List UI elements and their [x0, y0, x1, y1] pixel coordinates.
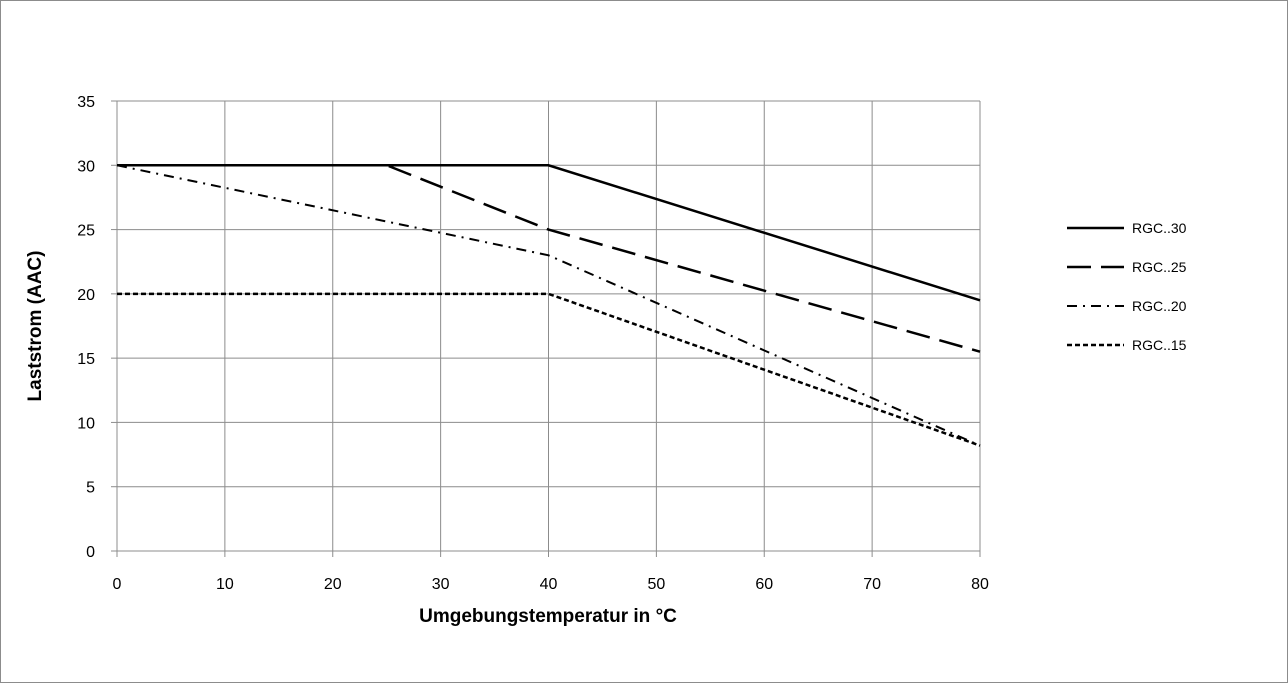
x-tick-label: 30 — [432, 576, 450, 593]
x-tick-label: 50 — [647, 576, 665, 593]
x-tick-label: 70 — [863, 576, 881, 593]
legend-label-2: RGC..25 — [1132, 259, 1187, 275]
y-tick-labels: 0 5 10 15 20 25 30 35 — [77, 94, 95, 561]
series-line-3 — [116, 164, 981, 447]
y-tick-label: 20 — [77, 287, 95, 304]
y-axis-title: Laststrom (AAC) — [25, 251, 46, 402]
legend-label-4: RGC..15 — [1132, 337, 1187, 353]
y-tick-label: 10 — [77, 415, 95, 432]
x-tick-label: 60 — [755, 576, 773, 593]
x-tick-label: 0 — [113, 576, 122, 593]
series-line-4 — [117, 292, 981, 447]
legend: RGC..30 RGC..25 RGC..20 RGC..15 — [1067, 220, 1187, 353]
x-tick-label: 80 — [971, 576, 989, 593]
y-tick-label: 15 — [77, 351, 95, 368]
x-tick-labels: 0 10 20 30 40 50 60 70 80 — [113, 576, 989, 593]
x-tick-label: 40 — [540, 576, 558, 593]
x-axis-title: Umgebungstemperatur in °C — [419, 606, 677, 627]
data-series — [116, 164, 981, 447]
grid-lines — [117, 100, 981, 551]
x-tick-label: 10 — [216, 576, 234, 593]
axes — [111, 100, 981, 557]
legend-label-1: RGC..30 — [1132, 220, 1187, 236]
y-tick-label: 25 — [77, 223, 95, 240]
x-tick-label: 20 — [324, 576, 342, 593]
y-tick-label: 30 — [77, 158, 95, 175]
y-tick-label: 5 — [86, 480, 95, 497]
series-line-2 — [117, 164, 981, 353]
legend-label-3: RGC..20 — [1132, 298, 1187, 314]
y-tick-label: 0 — [86, 544, 95, 561]
y-tick-label: 35 — [77, 94, 95, 111]
